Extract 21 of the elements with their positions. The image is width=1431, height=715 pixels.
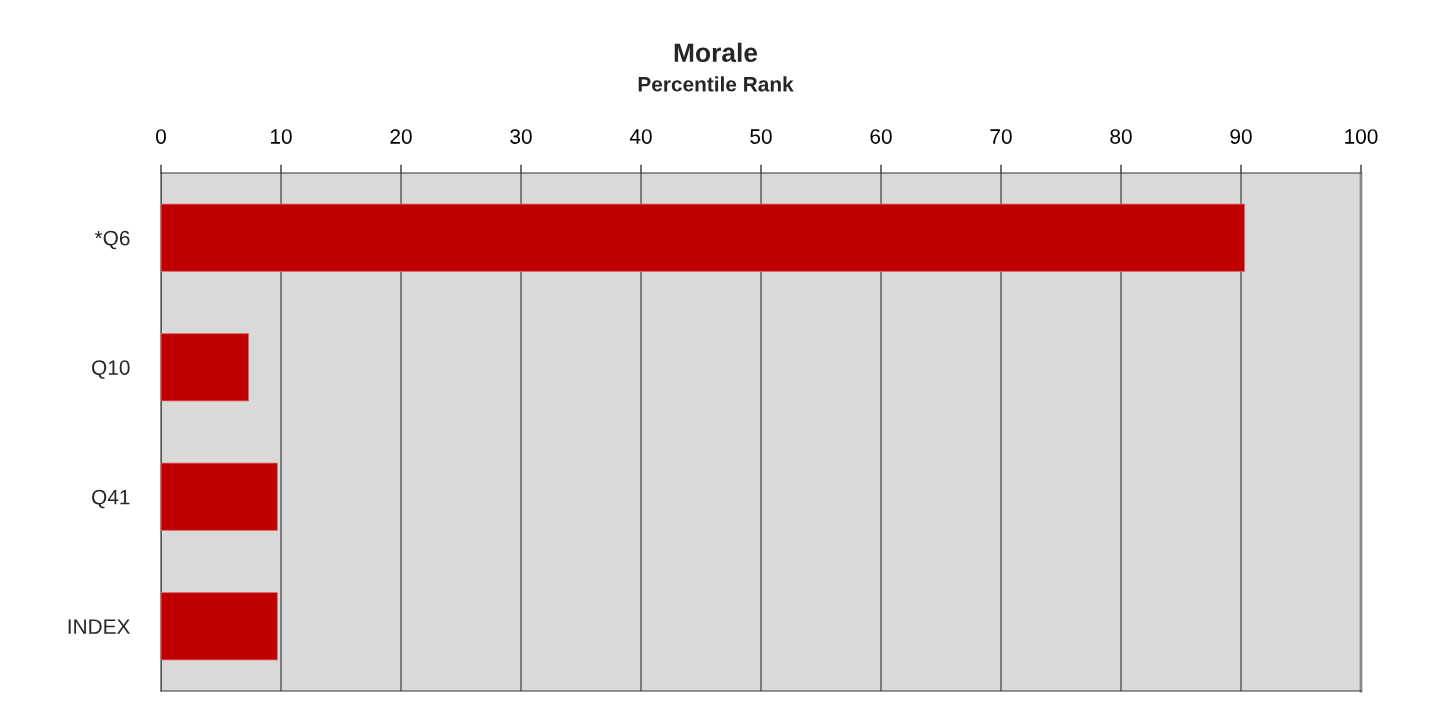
x-tick-label: 70: [990, 129, 1012, 144]
x-tick-label: 20: [390, 129, 412, 144]
x-tick-label: 0: [156, 129, 166, 144]
chart-subtitle: Percentile Rank: [638, 76, 794, 92]
x-tick-label: 40: [629, 129, 652, 144]
y-tick-label: Q41: [92, 489, 130, 509]
x-tick-label: 10: [271, 129, 292, 144]
y-tick-label: Q10: [92, 360, 130, 379]
y-tick-label: *Q6: [94, 230, 130, 250]
x-tick-label: 30: [510, 129, 532, 144]
x-tick-label: 100: [1345, 129, 1378, 144]
y-tick-label: INDEX: [68, 619, 130, 634]
x-tick-label: 80: [1110, 129, 1132, 144]
bar: [161, 333, 250, 402]
bar: [161, 592, 278, 661]
x-tick-label: 50: [750, 129, 772, 144]
chart-title: Morale: [674, 42, 758, 63]
x-tick-label: 60: [870, 129, 892, 144]
bar: [161, 462, 278, 531]
bar: [161, 203, 1246, 272]
x-tick-label: 90: [1230, 129, 1252, 144]
